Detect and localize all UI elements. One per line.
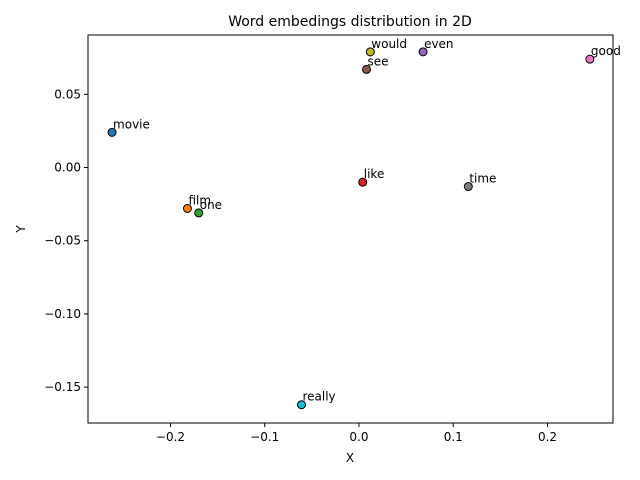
y-tick-label: 0.05 — [54, 87, 81, 101]
x-axis-ticks: −0.2 −0.1 0.0 0.1 0.2 — [156, 423, 557, 444]
chart-title: Word embedings distribution in 2D — [228, 14, 472, 30]
point-label-would: would — [371, 37, 407, 51]
point-label-really: really — [302, 390, 335, 404]
data-point-even — [418, 47, 428, 57]
y-tick-label: 0.00 — [54, 161, 81, 175]
plot-area — [88, 35, 613, 423]
y-tick-label: −0.05 — [44, 234, 81, 248]
data-point-time — [463, 182, 473, 192]
data-point-would — [365, 47, 375, 57]
data-point-really — [296, 400, 306, 410]
x-tick-label: −0.1 — [250, 430, 279, 444]
y-axis-ticks: −0.15 −0.10 −0.05 0.00 0.05 — [44, 87, 88, 394]
point-label-time: time — [469, 172, 496, 186]
data-point-good — [585, 54, 595, 64]
point-label-one: one — [200, 198, 222, 212]
data-point-see — [362, 64, 372, 74]
y-tick-label: −0.10 — [44, 307, 81, 321]
point-label-film: film — [188, 194, 211, 208]
data-point-film — [182, 204, 192, 214]
plot-frame — [87, 34, 614, 424]
x-tick-label: −0.2 — [156, 430, 185, 444]
y-axis-label: Y — [14, 225, 28, 234]
point-label-like: like — [364, 167, 385, 181]
data-point-like — [358, 177, 368, 187]
data-point-movie — [107, 127, 117, 137]
x-tick-label: 0.0 — [349, 430, 368, 444]
y-tick-label: −0.15 — [44, 380, 81, 394]
x-tick-label: 0.2 — [538, 430, 557, 444]
point-label-movie: movie — [113, 117, 150, 131]
point-label-see: see — [368, 54, 389, 68]
data-point-one — [194, 208, 204, 218]
x-axis-label: X — [346, 451, 354, 465]
point-label-good: good — [591, 44, 621, 58]
x-tick-label: 0.1 — [444, 430, 463, 444]
point-label-even: even — [424, 37, 453, 51]
